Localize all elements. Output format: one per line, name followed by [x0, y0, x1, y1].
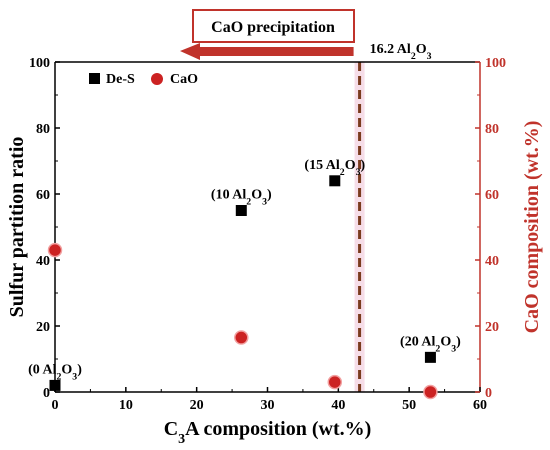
y-tick-label: 80 [36, 122, 50, 137]
cao-point [327, 374, 343, 390]
x-tick-label: 30 [261, 398, 275, 413]
legend-circle-icon [151, 73, 163, 85]
de-s-point [235, 205, 247, 216]
y-tick-label: 40 [36, 254, 50, 269]
de-s-point [329, 175, 341, 187]
precipitation-arrow [180, 43, 354, 60]
cao-point [423, 384, 438, 400]
cao-point [47, 242, 63, 258]
y-axis-title: Sulfur partition ratio [6, 137, 28, 318]
x-tick-label: 0 [52, 398, 59, 413]
legend-square-icon [89, 73, 100, 84]
x-axis-title: C3A composition (wt.%) [164, 418, 372, 447]
de-s-point [49, 379, 61, 391]
point-annotation: (10 Al2O3) [211, 188, 272, 208]
legend: De-S CaO [89, 72, 198, 87]
y2-tick-label: 0 [485, 386, 492, 401]
y-tick-label: 0 [43, 386, 50, 401]
cao-point [234, 330, 249, 345]
precipitation-label-box [192, 9, 355, 43]
point-annotation: (15 Al2O3) [304, 158, 365, 178]
y2-tick-label: 100 [485, 56, 506, 71]
x-tick-label: 40 [331, 398, 345, 413]
threshold-label: 16.2 Al2O3 [370, 42, 432, 62]
y2-tick-label: 60 [485, 188, 499, 203]
y-tick-label: 20 [36, 320, 50, 335]
y2-tick-label: 20 [485, 320, 499, 335]
x-tick-label: 10 [119, 398, 133, 413]
x-tick-label: 50 [402, 398, 416, 413]
point-annotation: (20 Al2O3) [400, 334, 461, 354]
y-tick-label: 100 [29, 56, 50, 71]
legend-label-de-s: De-S [106, 72, 135, 87]
x-tick-label: 60 [473, 398, 487, 413]
threshold-band [354, 62, 365, 392]
point-annotation: (0 Al2O3) [28, 362, 82, 382]
de-s-point [424, 351, 436, 363]
y2-tick-label: 80 [485, 122, 499, 137]
y2-tick-label: 40 [485, 254, 499, 269]
y2-axis-title: CaO composition (wt.%) [521, 121, 543, 334]
y-tick-label: 60 [36, 188, 50, 203]
x-tick-label: 20 [190, 398, 204, 413]
precipitation-label: CaO precipitation [211, 19, 335, 36]
legend-label-cao: CaO [170, 72, 198, 87]
